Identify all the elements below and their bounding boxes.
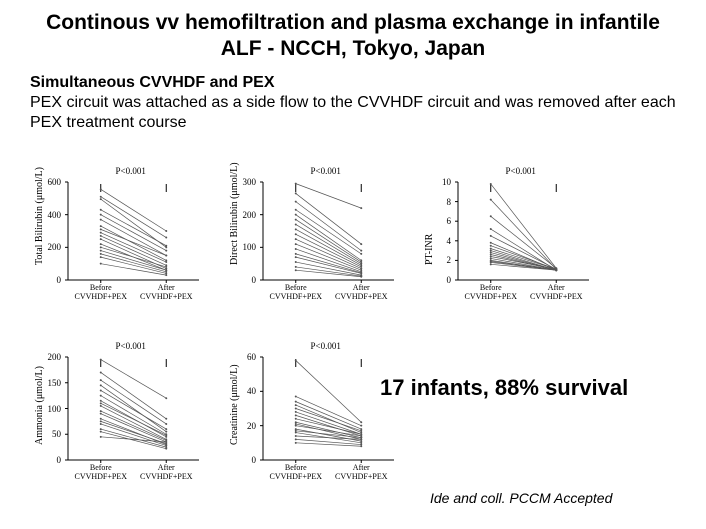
y-tick-label: 200 bbox=[48, 242, 65, 252]
x-category-label: AfterCVVHDF+PEX bbox=[134, 464, 200, 482]
y-tick-label: 600 bbox=[48, 177, 65, 187]
y-axis-label: Ammonia (μmol/L) bbox=[34, 366, 45, 445]
x-category-label: AfterCVVHDF+PEX bbox=[524, 284, 590, 302]
y-tick-label: 6 bbox=[447, 216, 455, 226]
y-tick-label: 0 bbox=[252, 275, 260, 285]
y-tick-label: 20 bbox=[247, 421, 259, 431]
y-axis-label: Direct Bilirubin (μmol/L) bbox=[229, 163, 240, 266]
citation-text: Ide and coll. PCCM Accepted bbox=[430, 490, 612, 506]
y-tick-label: 300 bbox=[243, 177, 260, 187]
x-category-label: BeforeCVVHDF+PEX bbox=[68, 284, 134, 302]
x-category-label: AfterCVVHDF+PEX bbox=[134, 284, 200, 302]
x-axis-labels: BeforeCVVHDF+PEXAfterCVVHDF+PEX bbox=[263, 464, 394, 482]
x-category-label: AfterCVVHDF+PEX bbox=[329, 284, 395, 302]
x-axis-labels: BeforeCVVHDF+PEXAfterCVVHDF+PEX bbox=[68, 464, 199, 482]
x-category-label: BeforeCVVHDF+PEX bbox=[263, 284, 329, 302]
y-tick-label: 2 bbox=[447, 255, 455, 265]
y-tick-label: 0 bbox=[447, 275, 455, 285]
y-tick-label: 0 bbox=[252, 455, 260, 465]
chart-bilirubin-direct: P<0.001Direct Bilirubin (μmol/L)01002003… bbox=[235, 168, 400, 308]
p-value-label: P<0.001 bbox=[116, 166, 146, 176]
y-tick-label: 8 bbox=[447, 197, 455, 207]
subtitle-bold: Simultaneous CVVHDF and PEX bbox=[30, 74, 274, 91]
chart-creatinine: P<0.001Creatinine (μmol/L)0204060BeforeC… bbox=[235, 343, 400, 488]
x-axis-labels: BeforeCVVHDF+PEXAfterCVVHDF+PEX bbox=[263, 284, 394, 302]
chart-bilirubin-total: P<0.001Total Bilirubin (μmol/L)020040060… bbox=[40, 168, 205, 308]
subtitle-text: PEX circuit was attached as a side flow … bbox=[30, 94, 676, 131]
chart-pt-inr: P<0.001PT-INR0246810BeforeCVVHDF+PEXAfte… bbox=[430, 168, 595, 308]
x-axis-labels: BeforeCVVHDF+PEXAfterCVVHDF+PEX bbox=[458, 284, 589, 302]
y-tick-label: 200 bbox=[48, 352, 65, 362]
chart-ammonia: P<0.001Ammonia (μmol/L)050100150200Befor… bbox=[40, 343, 205, 488]
y-tick-label: 150 bbox=[48, 378, 65, 388]
y-tick-label: 100 bbox=[243, 242, 260, 252]
x-category-label: AfterCVVHDF+PEX bbox=[329, 464, 395, 482]
y-tick-label: 10 bbox=[442, 177, 454, 187]
y-tick-label: 60 bbox=[247, 352, 259, 362]
p-value-label: P<0.001 bbox=[506, 166, 536, 176]
y-tick-label: 4 bbox=[447, 236, 455, 246]
x-category-label: BeforeCVVHDF+PEX bbox=[458, 284, 524, 302]
x-category-label: BeforeCVVHDF+PEX bbox=[263, 464, 329, 482]
page-title: Continous vv hemofiltration and plasma e… bbox=[0, 0, 706, 69]
y-tick-label: 200 bbox=[243, 210, 260, 220]
p-value-label: P<0.001 bbox=[311, 166, 341, 176]
y-tick-label: 50 bbox=[52, 429, 64, 439]
y-axis-label: Creatinine (μmol/L) bbox=[229, 364, 240, 445]
subtitle-block: Simultaneous CVVHDF and PEX PEX circuit … bbox=[0, 69, 706, 141]
charts-grid: P<0.001Total Bilirubin (μmol/L)020040060… bbox=[30, 168, 676, 508]
y-tick-label: 0 bbox=[57, 455, 65, 465]
p-value-label: P<0.001 bbox=[311, 341, 341, 351]
y-tick-label: 100 bbox=[48, 404, 65, 414]
x-axis-labels: BeforeCVVHDF+PEXAfterCVVHDF+PEX bbox=[68, 284, 199, 302]
y-axis-label: PT-INR bbox=[424, 234, 435, 265]
p-value-label: P<0.001 bbox=[116, 341, 146, 351]
y-tick-label: 400 bbox=[48, 210, 65, 220]
y-tick-label: 0 bbox=[57, 275, 65, 285]
x-category-label: BeforeCVVHDF+PEX bbox=[68, 464, 134, 482]
y-axis-label: Total Bilirubin (μmol/L) bbox=[34, 167, 45, 265]
survival-summary: 17 infants, 88% survival bbox=[380, 375, 628, 401]
y-tick-label: 40 bbox=[247, 386, 259, 396]
